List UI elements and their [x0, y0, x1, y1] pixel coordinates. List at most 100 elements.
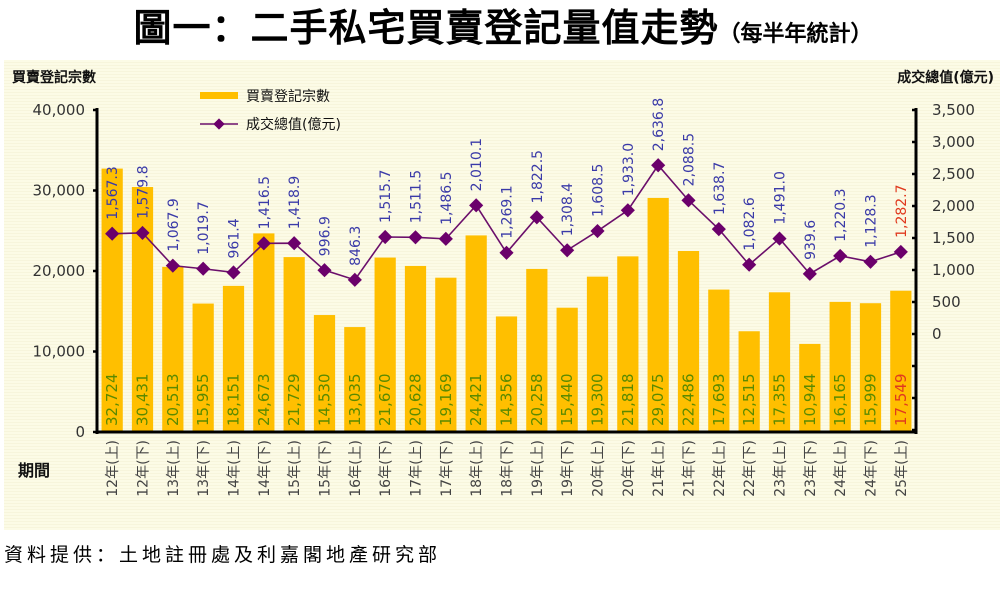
y2-tick-label: 1,500: [932, 229, 975, 247]
x-tick-label: 13年(下): [196, 440, 212, 497]
line-value-label: 1,128.3: [864, 194, 880, 247]
chart-title-sub: （每半年統計）: [718, 22, 873, 47]
line-value-label: 1,511.5: [409, 170, 425, 223]
x-tick-label: 22年(上): [712, 440, 728, 497]
bar: [313, 315, 336, 432]
x-tick-label: 19年(下): [560, 440, 576, 497]
line-value-label: 1,019.7: [196, 201, 212, 254]
line-value-label: 1,269.1: [500, 185, 516, 238]
bar: [435, 277, 457, 432]
bar-value-label: 17,355: [771, 374, 789, 427]
line-series: [105, 158, 908, 287]
line-value-label: 2,088.5: [682, 133, 698, 186]
y2-tick-label: 2,000: [932, 197, 975, 215]
bar-value-label: 15,955: [194, 374, 212, 427]
x-tick-label: 24年(上): [833, 440, 849, 497]
x-tick-label: 23年(上): [773, 440, 789, 497]
bar: [617, 256, 639, 432]
line-marker: [469, 198, 484, 213]
line-marker: [165, 258, 180, 273]
line-value-label: 1,567.3: [105, 166, 121, 219]
bar: [344, 327, 366, 432]
x-tick-label: 24年(下): [864, 440, 880, 497]
line-marker: [256, 236, 271, 251]
x-tick-label: 16年(上): [348, 440, 364, 497]
x-tick-label: 18年(上): [469, 440, 485, 497]
line-marker: [833, 248, 848, 263]
line-marker: [499, 245, 514, 260]
line-marker: [893, 244, 908, 259]
line-value-label: 2,636.8: [651, 98, 667, 151]
bar-value-label: 14,356: [498, 374, 516, 427]
line-value-label: 939.6: [803, 220, 819, 260]
line-marker: [287, 236, 302, 251]
bar-value-label: 17,693: [710, 374, 728, 427]
line-value-label: 1,418.9: [287, 176, 303, 229]
bar-value-label: 24,421: [467, 374, 485, 427]
chart-svg: 買賣登記宗數 成交總值(億元) 期間 32,724 30,431 20,513 15,…: [12, 69, 994, 497]
y2-tick-label: 500: [932, 293, 961, 311]
line-value-label: 1,491.0: [773, 171, 789, 224]
y2-tick-label: 3,500: [932, 101, 975, 119]
bar: [192, 303, 214, 432]
bar-value-label: 19,300: [589, 374, 607, 427]
bar-value-label: 16,165: [831, 374, 849, 427]
bar: [222, 285, 245, 432]
bar: [799, 343, 821, 432]
line-marker: [742, 257, 757, 272]
bar-series: [101, 168, 912, 432]
bar-value-label: 14,530: [316, 374, 334, 427]
x-tick-label: 15年(下): [318, 440, 334, 497]
bar-value-label: 10,944: [801, 374, 819, 427]
x-tick-label: 22年(下): [742, 440, 758, 497]
bar: [556, 307, 578, 432]
bar-value-label: 13,035: [346, 374, 364, 427]
x-tick-label: 17年(下): [439, 440, 455, 497]
y2-axis-title: 成交總值(億元): [897, 69, 994, 86]
bar-labels: 32,724 30,431 20,513 15,955 18,151 24,673 21,7…: [103, 374, 910, 427]
line-marker: [651, 158, 666, 173]
bar-value-label: 20,258: [528, 374, 546, 427]
data-source-note: 資料提供：土地註冊處及利嘉閣地產研究部: [4, 544, 442, 566]
x-tick-label: 14年(下): [257, 440, 273, 497]
x-axis-title: 期間: [18, 461, 50, 480]
y2-tick-label: 0: [932, 325, 942, 343]
bar: [374, 257, 396, 432]
line-marker: [772, 231, 787, 246]
line-value-label: 846.3: [348, 226, 364, 266]
chart-title: 圖一：二手私宅買賣登記量值走勢（每半年統計）: [0, 0, 1006, 56]
bar-value-label: 19,169: [437, 374, 455, 427]
bar-value-label: 12,515: [740, 374, 758, 427]
line-labels: 1,567.3 1,579.8 1,067.9 1,019.7 961.4 1,416.5…: [105, 98, 910, 266]
x-tick-label: 17年(上): [409, 440, 425, 497]
line-value-label: 1,282.7: [894, 184, 910, 237]
bar-value-label: 21,670: [376, 374, 394, 427]
line-value-label: 1,416.5: [257, 176, 273, 229]
bar-value-label: 21,818: [619, 374, 637, 427]
line-marker: [681, 193, 696, 208]
line-marker: [378, 229, 393, 245]
line-value-label: 1,067.9: [166, 198, 182, 251]
line-marker: [317, 263, 332, 278]
x-tick-labels: 12年(上) 12年(下) 13年(上) 13年(下) 14年(上) 14年(下) 15年(…: [105, 440, 910, 497]
line-value-label: 961.4: [227, 218, 243, 258]
bar: [131, 187, 154, 432]
line-value-label: 1,579.8: [136, 165, 152, 218]
x-tick-label: 25年(上): [894, 440, 910, 497]
legend-line-marker: [213, 118, 225, 130]
y-tick-label: 0: [75, 423, 85, 441]
bar-value-label: 29,075: [649, 374, 667, 427]
x-tick-label: 19年(上): [530, 440, 546, 497]
bar: [526, 268, 548, 432]
bar: [890, 290, 912, 432]
bar-value-label: 18,151: [225, 374, 243, 427]
line-value-label: 1,608.5: [591, 164, 607, 217]
line-marker: [226, 265, 241, 280]
line-value-label: 1,515.7: [378, 170, 394, 223]
y-axis-title: 買賣登記宗數: [12, 69, 96, 86]
x-tick-label: 21年(上): [651, 440, 667, 497]
line-value-label: 1,822.5: [530, 150, 546, 203]
line-value-label: 1,933.0: [621, 143, 637, 196]
bar-value-label: 24,673: [255, 374, 273, 427]
y-tick-label: 10,000: [33, 343, 86, 361]
